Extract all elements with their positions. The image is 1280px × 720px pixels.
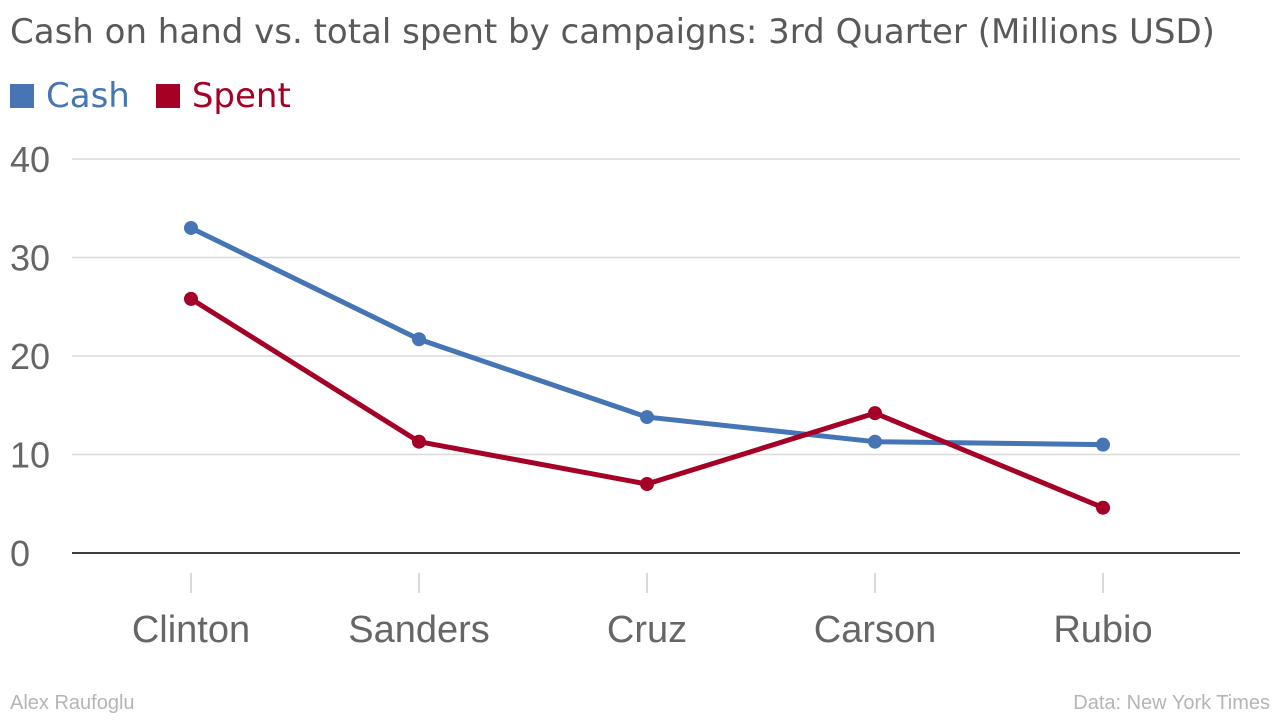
y-tick-label-30: 30: [10, 238, 50, 279]
x-tick-label-clinton: Clinton: [132, 609, 250, 651]
y-tick-label-20: 20: [10, 336, 50, 377]
point-cash-clinton: [184, 220, 198, 235]
point-cash-carson: [868, 434, 882, 449]
point-spent-cruz: [640, 477, 654, 492]
x-tick-label-sanders: Sanders: [348, 609, 490, 651]
legend-swatch-spent: [155, 84, 180, 108]
point-spent-sanders: [412, 434, 426, 449]
legend-item-spent: Spent: [155, 76, 291, 116]
chart-title: Cash on hand vs. total spent by campaign…: [10, 12, 1215, 52]
x-tick-label-cruz: Cruz: [607, 609, 687, 651]
point-spent-clinton: [184, 291, 198, 306]
legend: Cash Spent: [10, 76, 317, 116]
legend-label-spent: Spent: [191, 76, 291, 116]
y-tick-label-10: 10: [10, 435, 50, 476]
point-cash-rubio: [1096, 437, 1110, 452]
y-tick-label-0: 0: [10, 533, 30, 574]
series-line-spent: [188, 296, 1106, 511]
y-tick-label-40: 40: [10, 139, 50, 180]
x-tick-label-rubio: Rubio: [1053, 609, 1152, 651]
legend-label-cash: Cash: [46, 76, 130, 116]
legend-swatch-cash: [10, 84, 34, 108]
footer-author: Alex Raufoglu: [10, 692, 135, 714]
point-spent-carson: [868, 406, 882, 421]
point-cash-cruz: [640, 410, 654, 425]
point-cash-sanders: [412, 332, 426, 347]
legend-item-cash: Cash: [10, 76, 130, 116]
footer-source: Data: New York Times: [1073, 692, 1270, 714]
point-spent-rubio: [1096, 500, 1110, 515]
x-tick-label-carson: Carson: [814, 609, 937, 651]
